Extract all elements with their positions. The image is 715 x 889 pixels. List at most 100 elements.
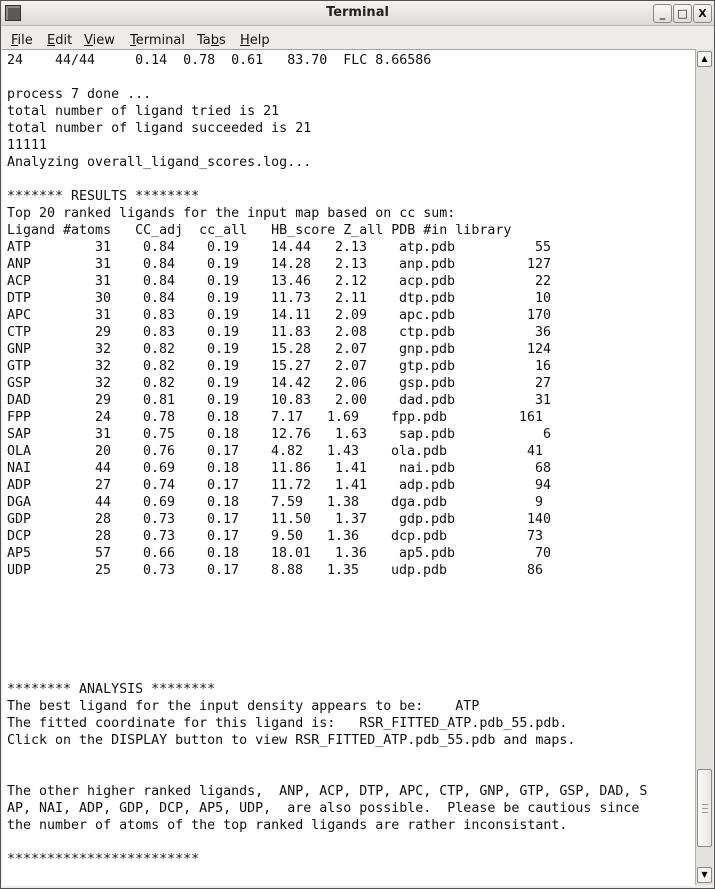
cell-library-index: 86 xyxy=(527,563,544,578)
mnemonic-underline xyxy=(11,45,18,46)
cell-cc-all: 0.18 xyxy=(207,546,240,561)
cell-z-all: 1.38 xyxy=(327,495,360,510)
cell-cc-adj: 0.83 xyxy=(143,308,176,323)
cell-atoms: 31 xyxy=(95,308,112,323)
cell-pdb: udp.pdb xyxy=(391,563,448,578)
cell-ligand: GSP xyxy=(7,376,32,391)
cell-pdb: ola.pdb xyxy=(391,444,448,459)
cell-z-all: 2.11 xyxy=(335,291,368,306)
cell-library-index: 27 xyxy=(535,376,552,391)
cell-cc-all: 0.19 xyxy=(207,308,240,323)
cell-ligand: UDP xyxy=(7,563,32,578)
cell-cc-adj: 0.84 xyxy=(143,240,176,255)
cell-pdb: sap.pdb xyxy=(399,427,456,442)
cell-ligand: AP5 xyxy=(7,546,32,561)
cell-cc-adj: 0.82 xyxy=(143,376,176,391)
cell-ligand: DTP xyxy=(7,291,32,306)
title-bar[interactable]: Terminal _ □ X xyxy=(1,1,714,26)
menu-file-label: File xyxy=(11,33,33,48)
cell-hb-score: 7.59 xyxy=(271,495,304,510)
cell-ligand: CTP xyxy=(7,325,32,340)
cell-hb-score: 14.11 xyxy=(271,308,312,323)
cell-atoms: 31 xyxy=(95,274,112,289)
mnemonic-underline xyxy=(84,45,93,46)
cell-z-all: 1.63 xyxy=(335,427,368,442)
cell-atoms: 20 xyxy=(95,444,112,459)
cell-ligand: GNP xyxy=(7,342,32,357)
minimize-button[interactable]: _ xyxy=(653,4,672,23)
menu-file[interactable]: File xyxy=(11,29,33,48)
close-button[interactable]: X xyxy=(693,4,712,23)
scroll-up-button[interactable]: ▲ xyxy=(697,51,712,67)
cell-hb-score: 11.83 xyxy=(271,325,312,340)
maximize-button[interactable]: □ xyxy=(673,4,692,23)
close-icon: X xyxy=(698,7,707,20)
scroll-down-button[interactable]: ▼ xyxy=(697,867,712,883)
cell-pdb: anp.pdb xyxy=(399,257,456,272)
cell-hb-score: 11.72 xyxy=(271,478,312,493)
mnemonic-underline xyxy=(240,45,250,46)
cell-pdb: gtp.pdb xyxy=(399,359,456,374)
cell-z-all: 1.69 xyxy=(327,410,360,425)
vertical-scrollbar[interactable]: ▲ ▼ xyxy=(695,49,713,885)
cell-z-all: 1.36 xyxy=(327,529,360,544)
menu-view[interactable]: View xyxy=(84,29,115,48)
cell-hb-score: 14.44 xyxy=(271,240,312,255)
cell-ligand: GTP xyxy=(7,359,32,374)
cell-atoms: 32 xyxy=(95,342,112,357)
cell-cc-all: 0.17 xyxy=(207,512,240,527)
cell-atoms: 57 xyxy=(95,546,112,561)
cell-atoms: 28 xyxy=(95,512,112,527)
menu-terminal-label: Terminal xyxy=(130,33,185,48)
output-line: The best ligand for the input density ap… xyxy=(7,699,480,714)
cell-cc-adj: 0.66 xyxy=(143,546,176,561)
menu-edit-label: Edit xyxy=(47,33,73,48)
menu-tabs[interactable]: Tabs xyxy=(197,29,226,48)
cell-hb-score: 14.42 xyxy=(271,376,312,391)
output-line: total number of ligand succeeded is 21 xyxy=(7,121,312,136)
cell-library-index: 68 xyxy=(535,461,552,476)
cell-ligand: DAD xyxy=(7,393,32,408)
output-line: 24 44/44 0.14 0.78 0.61 83.70 FLC 8.6658… xyxy=(7,53,432,68)
cell-atoms: 25 xyxy=(95,563,112,578)
cell-hb-score: 10.83 xyxy=(271,393,312,408)
cell-library-index: 127 xyxy=(527,257,552,272)
cell-library-index: 170 xyxy=(527,308,552,323)
cell-ligand: FPP xyxy=(7,410,32,425)
cell-hb-score: 14.28 xyxy=(271,257,312,272)
output-line: The other higher ranked ligands, ANP, AC… xyxy=(7,784,648,799)
menu-tabs-label: Tabs xyxy=(197,33,226,48)
cell-atoms: 44 xyxy=(95,461,112,476)
cell-hb-score: 11.73 xyxy=(271,291,312,306)
cell-ligand: NAI xyxy=(7,461,32,476)
cell-pdb: ap5.pdb xyxy=(399,546,456,561)
cell-cc-all: 0.17 xyxy=(207,563,240,578)
cell-cc-adj: 0.69 xyxy=(143,461,176,476)
cell-cc-adj: 0.76 xyxy=(143,444,176,459)
arrow-down-icon: ▼ xyxy=(701,870,708,879)
menu-terminal[interactable]: Terminal xyxy=(130,29,185,48)
cell-library-index: 22 xyxy=(535,274,552,289)
cell-ligand: DCP xyxy=(7,529,32,544)
cell-library-index: 6 xyxy=(543,427,552,442)
cell-cc-adj: 0.84 xyxy=(143,257,176,272)
cell-ligand: APC xyxy=(7,308,32,323)
output-line: ************************ xyxy=(7,852,200,867)
menu-help[interactable]: Help xyxy=(240,29,270,48)
cell-pdb: apc.pdb xyxy=(399,308,456,323)
cell-hb-score: 18.01 xyxy=(271,546,312,561)
cell-cc-all: 0.19 xyxy=(207,359,240,374)
cell-cc-all: 0.19 xyxy=(207,291,240,306)
terminal-output[interactable]: 24 44/44 0.14 0.78 0.61 83.70 FLC 8.6658… xyxy=(2,49,695,886)
output-line: Click on the DISPLAY button to view RSR_… xyxy=(7,733,576,748)
terminal-app-icon[interactable] xyxy=(5,5,21,21)
output-line: ******** ANALYSIS ******** xyxy=(7,682,216,697)
cell-z-all: 1.36 xyxy=(335,546,368,561)
cell-atoms: 28 xyxy=(95,529,112,544)
scrollbar-thumb[interactable] xyxy=(697,769,712,848)
cell-library-index: 31 xyxy=(535,393,552,408)
cell-cc-adj: 0.83 xyxy=(143,325,176,340)
cell-cc-adj: 0.84 xyxy=(143,291,176,306)
menu-edit[interactable]: Edit xyxy=(47,29,73,48)
cell-cc-adj: 0.74 xyxy=(143,478,176,493)
